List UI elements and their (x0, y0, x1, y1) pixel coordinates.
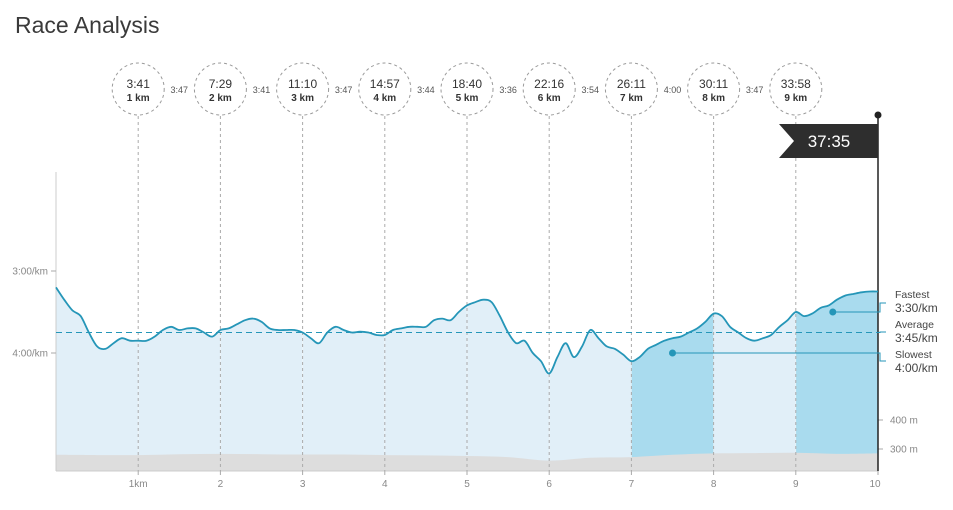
split-marker-circle (358, 62, 412, 116)
x-tick-label: 8 (711, 479, 717, 490)
split-distance: 4 km (373, 93, 396, 104)
pace-line (55, 286, 879, 375)
elevation-area (56, 452, 878, 471)
split-marker-circle (193, 62, 247, 116)
x-tick-label: 7 (629, 479, 635, 490)
split-pace: 3:47 (746, 85, 764, 95)
y-tick-label: 4:00/km (12, 349, 48, 360)
y-tick-label: 3:00/km (12, 267, 48, 278)
split-distance: 2 km (209, 93, 232, 104)
split-time: 18:40 (452, 77, 482, 91)
split-marker-circle (440, 62, 494, 116)
elevation-tick-label: 400 m (890, 416, 918, 427)
split-pace: 4:00 (664, 85, 682, 95)
split-time: 11:10 (288, 77, 317, 91)
average-label: Average (895, 319, 934, 331)
split-distance: 1 km (127, 93, 150, 104)
split-time: 26:11 (617, 77, 646, 91)
split-distance: 6 km (538, 93, 561, 104)
average-value: 3:45/km (895, 331, 938, 345)
x-tick-label: 1km (129, 479, 148, 490)
split-pace: 3:36 (499, 85, 517, 95)
split-pace: 3:41 (253, 85, 271, 95)
split-distance: 7 km (620, 93, 643, 104)
fastest-value: 3:30/km (895, 301, 938, 315)
finish-flag-top (874, 111, 882, 119)
slowest-connector (672, 352, 886, 362)
slowest-label: Slowest (895, 349, 932, 361)
split-marker-circle (769, 62, 823, 116)
split-marker-circle (687, 62, 741, 116)
split-pace: 3:47 (171, 85, 189, 95)
finish-flag (779, 124, 878, 158)
split-pace: 3:54 (582, 85, 600, 95)
split-marker-circle (604, 62, 658, 116)
pace-area-highlight-km-10 (795, 291, 878, 471)
average-connector (878, 331, 886, 333)
split-pace: 3:44 (417, 85, 435, 95)
x-tick-label: 4 (382, 479, 388, 490)
split-time: 14:57 (370, 77, 400, 91)
finish-time: 37:35 (808, 132, 851, 151)
split-marker-circle (276, 62, 330, 116)
split-distance: 5 km (456, 93, 479, 104)
split-time: 3:41 (127, 77, 151, 91)
x-tick-label: 2 (218, 479, 224, 490)
x-tick-label: 6 (546, 479, 552, 490)
elevation-tick-label: 300 m (890, 445, 918, 456)
split-distance: 3 km (291, 93, 314, 104)
split-time: 30:11 (699, 77, 728, 91)
split-marker-circle (111, 62, 165, 116)
split-distance: 8 km (702, 93, 725, 104)
split-marker-circle (522, 62, 576, 116)
slowest-value: 4:00/km (895, 361, 938, 375)
fastest-label: Fastest (895, 289, 930, 301)
x-tick-label: 9 (793, 479, 799, 490)
split-pace: 3:47 (335, 85, 353, 95)
split-distance: 9 km (784, 93, 807, 104)
split-time: 22:16 (534, 77, 564, 91)
x-tick-label: 3 (300, 479, 306, 490)
split-time: 33:58 (781, 77, 811, 91)
split-time: 7:29 (209, 77, 233, 91)
x-tick-label: 5 (464, 479, 470, 490)
fastest-connector (832, 302, 886, 313)
x-tick-label: 10 (869, 479, 881, 490)
page-title: Race Analysis (15, 12, 160, 38)
